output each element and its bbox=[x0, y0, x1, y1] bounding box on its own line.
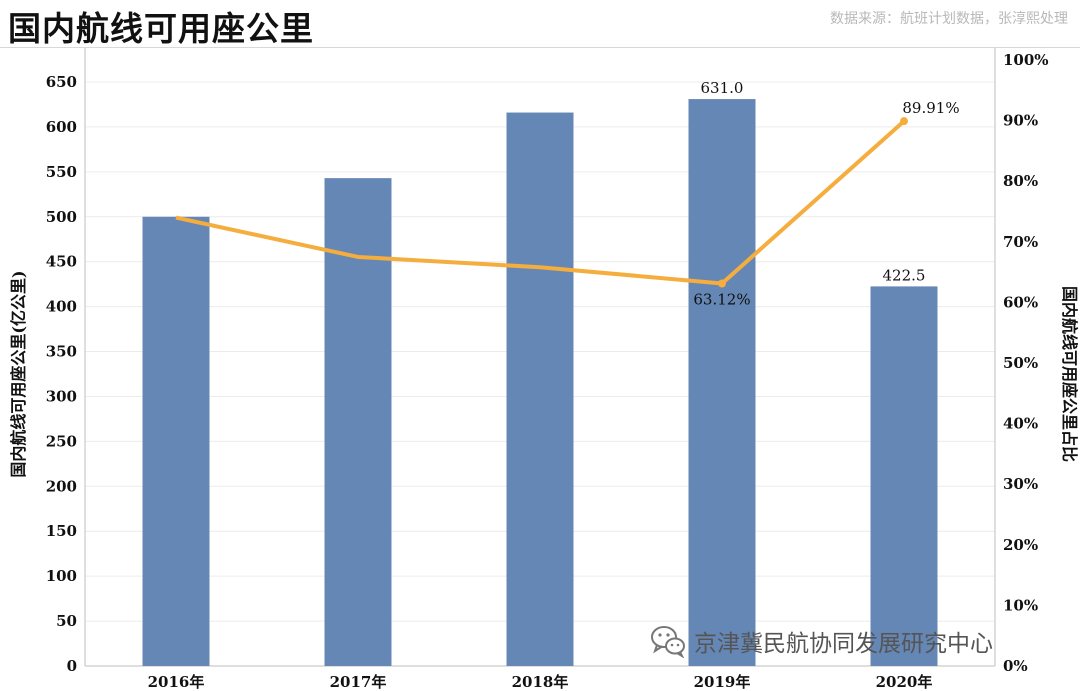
y-left-tick-label: 150 bbox=[46, 522, 77, 540]
bar bbox=[870, 286, 938, 666]
y-right-tick-label: 60% bbox=[1003, 293, 1038, 311]
y-left-tick-label: 550 bbox=[46, 163, 77, 181]
y-right-tick-label: 20% bbox=[1003, 536, 1038, 554]
y-left-tick-label: 100 bbox=[46, 567, 77, 585]
y-left-tick-label: 450 bbox=[46, 253, 77, 271]
data-label: 63.12% bbox=[693, 290, 750, 308]
line-series bbox=[175, 119, 906, 286]
bar bbox=[142, 216, 210, 666]
line-marker bbox=[900, 117, 908, 126]
y-right-tick-label: 90% bbox=[1003, 112, 1038, 130]
bar bbox=[506, 112, 574, 667]
y-right-tick-label: 100% bbox=[1003, 51, 1049, 69]
x-tick-label: 2016年 bbox=[148, 673, 205, 691]
y-left-tick-label: 500 bbox=[46, 208, 77, 226]
title-divider bbox=[0, 47, 1080, 48]
x-tick-label: 2020年 bbox=[876, 673, 933, 691]
watermark-text: 京津冀民航协同发展研究中心 bbox=[694, 631, 993, 657]
y-right-tick-label: 30% bbox=[1003, 475, 1038, 493]
y-left-tick-label: 250 bbox=[46, 432, 77, 450]
line-marker bbox=[718, 279, 726, 288]
bar bbox=[688, 99, 756, 666]
data-label: 89.91% bbox=[902, 99, 959, 117]
y-left-tick-label: 400 bbox=[46, 298, 77, 316]
y-right-tick-label: 50% bbox=[1003, 354, 1038, 372]
y-left-tick-label: 600 bbox=[46, 118, 77, 136]
y-left-tick-label: 300 bbox=[46, 387, 77, 405]
y-left-tick-label: 0 bbox=[67, 657, 77, 675]
x-tick-label: 2017年 bbox=[330, 673, 387, 691]
x-tick-label: 2018年 bbox=[512, 673, 569, 691]
y-right-tick-label: 80% bbox=[1003, 172, 1038, 190]
data-label: 422.5 bbox=[883, 266, 926, 284]
watermark: 京津冀民航协同发展研究中心 bbox=[650, 624, 993, 658]
y-right-axis-title: 国内航线可用座公里占比 bbox=[1060, 286, 1079, 462]
chart-title: 国内航线可用座公里 bbox=[8, 9, 314, 48]
data-label: 631.0 bbox=[701, 79, 744, 97]
y-left-tick-label: 650 bbox=[46, 73, 77, 91]
y-right-tick-label: 40% bbox=[1003, 415, 1038, 433]
y-right-tick-label: 0% bbox=[1003, 657, 1028, 675]
y-right-tick-label: 70% bbox=[1003, 233, 1038, 251]
wechat-icon bbox=[651, 626, 685, 658]
y-left-tick-label: 200 bbox=[46, 477, 77, 495]
y-left-tick-label: 50 bbox=[56, 612, 77, 630]
x-tick-label: 2019年 bbox=[694, 673, 751, 691]
y-left-axis-title: 国内航线可用座公里(亿公里) bbox=[9, 270, 28, 477]
y-right-tick-label: 10% bbox=[1003, 596, 1038, 614]
data-source-note: 数据来源：航班计划数据，张淳熙处理 bbox=[830, 11, 1068, 27]
y-left-tick-label: 350 bbox=[46, 343, 77, 361]
